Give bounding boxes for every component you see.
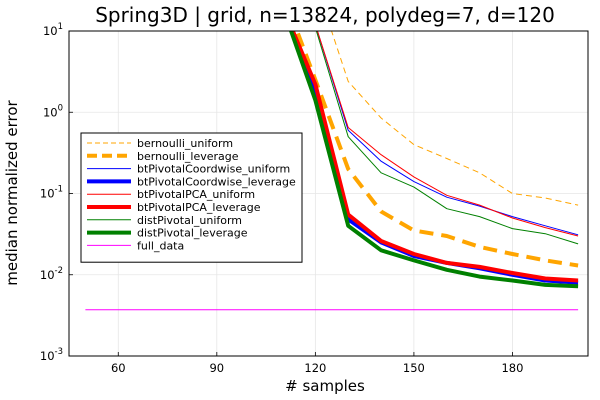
y-tick-base: 10 <box>43 105 58 119</box>
series-line-btPivotalPCA_uniform <box>316 31 579 237</box>
y-tick-base: 10 <box>40 268 55 282</box>
x-axis-label: # samples <box>285 377 365 395</box>
y-tick-label: 10-1 <box>40 185 63 201</box>
series-line-distPivotal_leverage <box>288 31 579 289</box>
y-tick-label: 10-3 <box>40 347 63 363</box>
series-line-btPivotalPCA_leverage <box>290 31 579 283</box>
x-tick-label: 120 <box>304 361 326 375</box>
series-group <box>85 31 579 311</box>
y-tick-base: 10 <box>40 187 55 201</box>
x-tick-label: 60 <box>111 361 126 375</box>
y-tick-exponent: 1 <box>58 22 63 32</box>
y-tick-label: 100 <box>43 103 63 119</box>
legend-label: btPivotalPCA_uniform <box>137 188 255 201</box>
legend-label: btPivotalCoordwise_uniform <box>137 163 290 176</box>
chart-title: Spring3D | grid, n=13824, polydeg=7, d=1… <box>95 3 555 27</box>
legend-label: distPivotal_leverage <box>137 227 248 240</box>
y-tick-label: 10-2 <box>40 266 63 282</box>
y-tick-label: 101 <box>43 22 63 38</box>
legend: bernoulli_uniformbernoulli_leveragebtPiv… <box>80 132 303 263</box>
legend-label: distPivotal_uniform <box>137 214 242 227</box>
y-axis-label: median normalized error <box>3 99 21 285</box>
legend-label: full_data <box>137 239 184 252</box>
y-tick-base: 10 <box>43 24 58 38</box>
legend-label: bernoulli_leverage <box>137 150 239 163</box>
y-tick-exponent: -1 <box>55 185 63 195</box>
legend-label: bernoulli_uniform <box>137 137 233 150</box>
x-tick-label: 90 <box>209 361 224 375</box>
y-tick-exponent: 0 <box>58 103 63 113</box>
y-tick-base: 10 <box>40 349 55 363</box>
x-tick-label: 180 <box>501 361 523 375</box>
series-line-bernoulli_leverage <box>294 31 579 268</box>
y-tick-exponent: -2 <box>55 266 63 276</box>
legend-label: btPivotalCoordwise_leverage <box>137 175 296 188</box>
legend-label: btPivotalPCA_leverage <box>137 201 261 214</box>
series-line-distPivotal_uniform <box>315 31 579 245</box>
series-line-bernoulli_uniform <box>331 31 579 206</box>
y-tick-exponent: -3 <box>55 347 63 357</box>
x-tick-label: 150 <box>403 361 425 375</box>
